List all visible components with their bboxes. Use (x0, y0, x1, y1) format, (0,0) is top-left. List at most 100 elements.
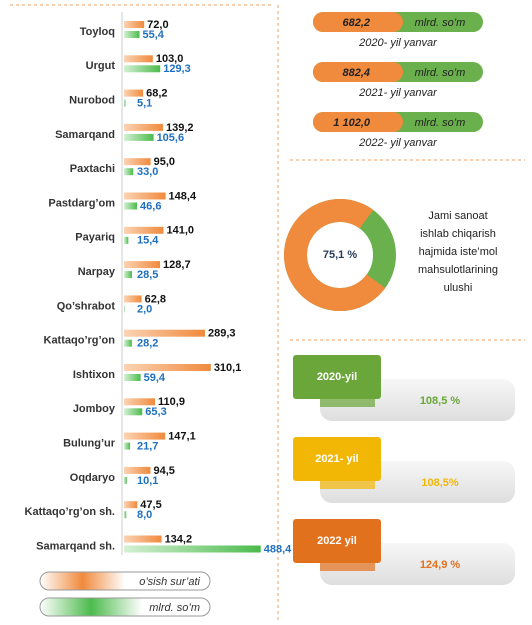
bar (124, 21, 145, 28)
value-label: 310,1 (214, 362, 242, 374)
total-value: 1 102,0 (333, 117, 371, 129)
bar (124, 271, 132, 279)
bar (124, 236, 129, 244)
total-unit: mlrd. so’m (415, 67, 466, 79)
value-label: 28,2 (137, 338, 158, 350)
total-caption: 2020- yil yanvar (358, 37, 438, 49)
bar (124, 295, 142, 303)
bar (124, 158, 151, 166)
value-label: 129,3 (163, 63, 191, 75)
value-label: 5,1 (137, 98, 152, 110)
bar (124, 192, 166, 200)
value-label: 94,5 (153, 465, 174, 477)
growth-tab (293, 355, 381, 399)
legend-label: o’sish sur’ati (139, 576, 200, 588)
total-caption: 2022- yil yanvar (358, 137, 438, 149)
total-value: 882,4 (342, 67, 370, 79)
growth-year: 2020-yil (317, 371, 357, 383)
category-label: Paxtachi (70, 163, 115, 175)
total-caption: 2021- yil yanvar (358, 87, 438, 99)
category-label: Pastdarg’om (48, 197, 115, 209)
donut-description: mahsulotlarining (418, 264, 498, 276)
total-pill-left (313, 62, 403, 82)
category-label: Toyloq (80, 26, 115, 38)
value-label: 33,0 (137, 166, 158, 178)
bar (124, 65, 161, 73)
value-label: 47,5 (140, 499, 161, 511)
donut-description: hajmida iste’mol (419, 246, 498, 258)
total-unit: mlrd. so’m (415, 17, 466, 29)
value-label: 141,0 (166, 225, 194, 237)
category-label: Kattaqo’rg’on (44, 335, 116, 347)
bar (124, 89, 144, 97)
value-label: 8,0 (137, 509, 152, 521)
value-label: 55,4 (143, 29, 165, 41)
legend-swatch (39, 597, 211, 617)
value-label: 62,8 (145, 293, 166, 305)
value-label: 110,9 (158, 396, 185, 408)
bar (124, 329, 206, 337)
bar (124, 202, 138, 210)
value-label: 10,1 (137, 475, 158, 487)
donut-description: Jami sanoat (428, 210, 487, 222)
category-label: Qo’shrabot (57, 300, 116, 312)
value-label: 95,0 (154, 156, 175, 168)
bar (124, 432, 166, 440)
category-label: Nurobod (69, 95, 115, 107)
category-label: Ishtixon (73, 369, 115, 381)
value-label: 68,2 (146, 88, 167, 100)
bar (124, 168, 134, 176)
bar (124, 398, 156, 406)
value-label: 134,2 (165, 533, 193, 545)
total-pill-left (313, 12, 403, 32)
value-label: 147,1 (168, 431, 196, 443)
value-label: 21,7 (137, 441, 158, 453)
value-label: 46,6 (140, 200, 161, 212)
bar (124, 226, 164, 234)
bar (124, 261, 161, 269)
value-label: 148,4 (169, 190, 197, 202)
value-label: 289,3 (208, 328, 236, 340)
category-label: Urgut (86, 60, 116, 72)
value-label: 65,3 (145, 406, 166, 418)
bar (124, 305, 125, 313)
donut-slice (284, 199, 386, 312)
value-label: 2,0 (137, 303, 152, 315)
total-value: 682,2 (342, 17, 370, 29)
growth-value: 108,5% (421, 477, 459, 489)
bar (124, 374, 141, 381)
category-label: Payariq (75, 232, 115, 244)
growth-tab (293, 519, 381, 563)
value-label: 105,6 (157, 132, 185, 144)
value-label: 103,0 (156, 53, 184, 65)
category-label: Bulung’ur (63, 438, 116, 450)
bar (124, 535, 162, 543)
category-label: Narpay (78, 266, 116, 278)
donut-label: 75,1 % (323, 249, 357, 261)
bar (124, 55, 153, 63)
bar (124, 99, 126, 107)
growth-year: 2021- yil (315, 453, 358, 465)
growth-year: 2022 yil (317, 535, 357, 547)
bar (124, 466, 151, 474)
bar (124, 339, 132, 347)
bar (124, 364, 211, 371)
growth-value: 124,9 % (420, 559, 461, 571)
bar (124, 511, 127, 519)
bar (124, 442, 131, 450)
category-label: Samarqand sh. (36, 540, 115, 552)
category-label: Samarqand (55, 129, 115, 141)
donut-description: ulushi (444, 282, 473, 294)
bar (124, 501, 138, 509)
value-label: 59,4 (144, 372, 166, 384)
value-label: 128,7 (163, 259, 191, 271)
total-pill-left (313, 112, 403, 132)
category-label: Kattaqo’rg’on sh. (25, 506, 115, 518)
bar (124, 133, 154, 141)
value-label: 28,5 (137, 269, 158, 281)
growth-tab (293, 437, 381, 481)
legend-label: mlrd. so’m (149, 602, 200, 614)
bar (124, 476, 127, 484)
category-label: Jomboy (73, 403, 116, 415)
